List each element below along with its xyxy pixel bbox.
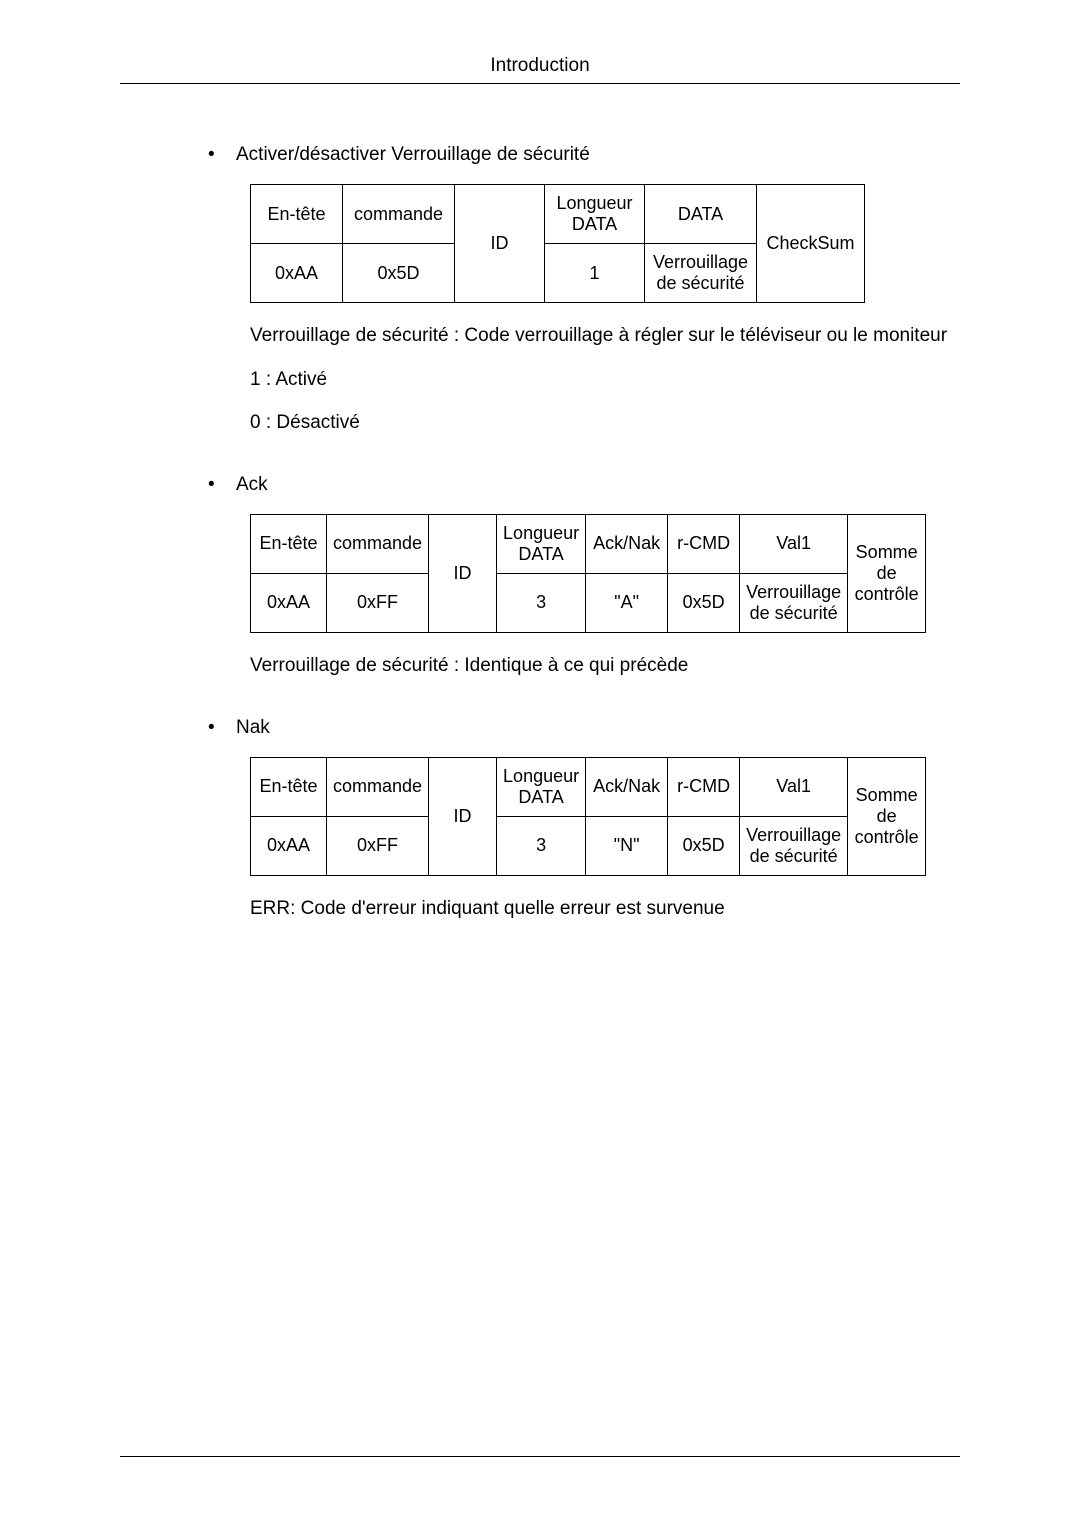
cell-value: 0xAA	[251, 816, 327, 875]
note-ack-desc: Verrouillage de sécurité : Identique à c…	[250, 653, 960, 679]
note-err-desc: ERR: Code d'erreur indiquant quelle erre…	[250, 896, 960, 922]
page-footer-rule	[120, 1456, 960, 1457]
cell-header: En-tête	[251, 185, 343, 244]
cell-value: 0x5D	[668, 816, 740, 875]
cell-value: 3	[497, 816, 586, 875]
table-nak: En-tête commande ID Longueur DATA Ack/Na…	[250, 757, 926, 876]
cell-header: Ack/Nak	[586, 757, 668, 816]
cell-value: "N"	[586, 816, 668, 875]
bullet-label: Nak	[236, 717, 270, 739]
note-safety-lock-desc: Verrouillage de sécurité : Code verrouil…	[250, 323, 960, 349]
cell-header: Ack/Nak	[586, 514, 668, 573]
note-enabled: 1 : Activé	[250, 367, 960, 393]
bullet-label: Activer/désactiver Verrouillage de sécur…	[236, 144, 590, 166]
cell-header: Longueur DATA	[497, 514, 586, 573]
table-row: En-tête commande ID Longueur DATA DATA C…	[251, 185, 865, 244]
cell-header: Val1	[740, 514, 848, 573]
cell-header: Longueur DATA	[497, 757, 586, 816]
table-row: 0xAA 0xFF 3 "A" 0x5D Verrouillage de séc…	[251, 573, 926, 632]
document-page: Introduction • Activer/désactiver Verrou…	[0, 0, 1080, 1527]
cell-value: 0x5D	[668, 573, 740, 632]
bullet-dot-icon: •	[208, 717, 236, 739]
cell-value: 0xFF	[327, 816, 429, 875]
bullet-nak: • Nak	[208, 717, 960, 739]
cell-value: Verrouillage de sécurité	[740, 573, 848, 632]
cell-header: commande	[327, 757, 429, 816]
cell-value: Verrouillage de sécurité	[645, 244, 757, 303]
table-ack: En-tête commande ID Longueur DATA Ack/Na…	[250, 514, 926, 633]
cell-checksum: CheckSum	[757, 185, 865, 303]
bullet-ack: • Ack	[208, 474, 960, 496]
cell-id: ID	[429, 757, 497, 875]
cell-value: "A"	[586, 573, 668, 632]
cell-checksum: Somme de contrôle	[848, 514, 926, 632]
table-safety-lock-command: En-tête commande ID Longueur DATA DATA C…	[250, 184, 865, 303]
cell-id: ID	[455, 185, 545, 303]
bullet-dot-icon: •	[208, 144, 236, 166]
cell-header: Longueur DATA	[545, 185, 645, 244]
bullet-label: Ack	[236, 474, 268, 496]
table-row: En-tête commande ID Longueur DATA Ack/Na…	[251, 757, 926, 816]
cell-value: 1	[545, 244, 645, 303]
cell-header: Val1	[740, 757, 848, 816]
cell-header: r-CMD	[668, 514, 740, 573]
bullet-dot-icon: •	[208, 474, 236, 496]
note-disabled: 0 : Désactivé	[250, 410, 960, 436]
cell-header: DATA	[645, 185, 757, 244]
page-header: Introduction	[120, 55, 960, 84]
cell-value: 0xAA	[251, 573, 327, 632]
cell-header: r-CMD	[668, 757, 740, 816]
cell-header: commande	[327, 514, 429, 573]
table-row: 0xAA 0xFF 3 "N" 0x5D Verrouillage de séc…	[251, 816, 926, 875]
table-row: En-tête commande ID Longueur DATA Ack/Na…	[251, 514, 926, 573]
cell-value: 0xFF	[327, 573, 429, 632]
cell-header: En-tête	[251, 757, 327, 816]
cell-value: 0xAA	[251, 244, 343, 303]
cell-value: 3	[497, 573, 586, 632]
cell-header: En-tête	[251, 514, 327, 573]
cell-header: commande	[343, 185, 455, 244]
cell-value: Verrouillage de sécurité	[740, 816, 848, 875]
cell-checksum: Somme de contrôle	[848, 757, 926, 875]
cell-value: 0x5D	[343, 244, 455, 303]
cell-id: ID	[429, 514, 497, 632]
page-header-title: Introduction	[490, 55, 589, 76]
bullet-activate-safety-lock: • Activer/désactiver Verrouillage de séc…	[208, 144, 960, 166]
